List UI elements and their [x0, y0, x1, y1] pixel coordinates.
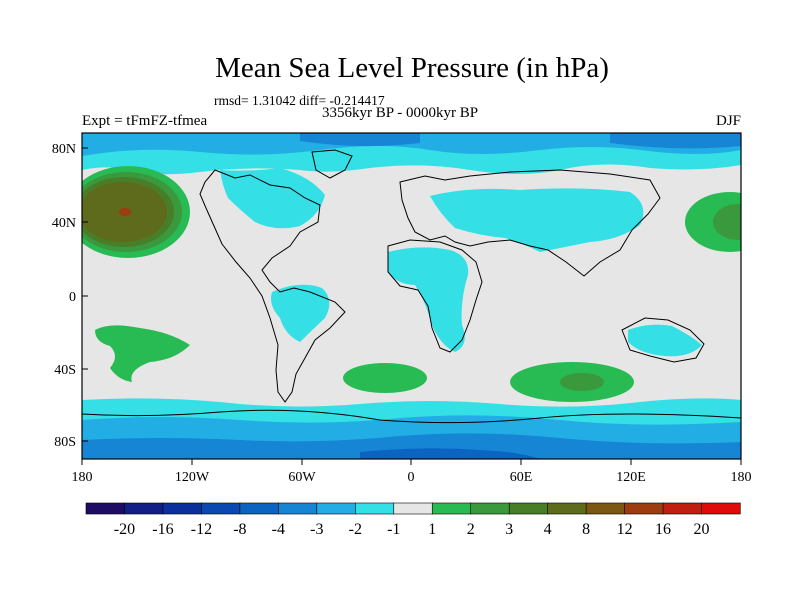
colorbar-swatch	[701, 502, 741, 515]
lon-label-180w: 180	[72, 470, 93, 485]
lon-label-0: 0	[408, 470, 415, 485]
indian-ocean-positive-inner	[560, 373, 604, 391]
colorbar-label: 2	[467, 521, 475, 538]
colorbar-swatch	[162, 502, 203, 515]
colorbar-swatch	[278, 502, 318, 515]
colorbar-label: 1	[428, 521, 436, 538]
africa-coastline	[387, 239, 483, 353]
southern-ocean-mid-blue	[82, 433, 741, 459]
lon-label-60w: 60W	[288, 470, 316, 485]
map-plot-area	[82, 133, 741, 459]
lon-label-180e: 180	[731, 470, 752, 485]
colorbar-label: 16	[655, 521, 671, 538]
longitude-axis: 180 120W 60W 0 60E 120E 180	[72, 459, 752, 485]
eurasia-coastline	[399, 169, 661, 277]
australia-negative-region	[628, 324, 702, 357]
antarctica-coastline	[82, 409, 741, 424]
colorbar-label: 12	[617, 521, 633, 538]
colorbar-swatch	[316, 502, 356, 515]
colorbar-swatch	[547, 502, 587, 515]
colorbar-label: 20	[694, 521, 710, 538]
colorbar-swatch	[201, 502, 241, 515]
experiment-label: Expt = tFmFZ-tfmea	[82, 113, 208, 129]
colorbar-swatch	[624, 502, 664, 515]
australia-coastline	[621, 317, 705, 363]
south-pacific-positive-region	[95, 325, 190, 382]
season-label: DJF	[715, 113, 741, 129]
colorbar-swatch	[662, 502, 703, 515]
colorbar-swatch	[393, 502, 433, 515]
colorbar-label: -3	[310, 521, 323, 538]
colorbar-swatch	[585, 502, 626, 515]
colorbar-label: -8	[233, 521, 246, 538]
greenland-coastline	[311, 149, 353, 179]
time-period-label: 3356kyr BP - 0000kyr BP	[322, 105, 479, 121]
colorbar-label: -2	[349, 521, 362, 538]
lat-label-80s: 80S	[54, 435, 76, 450]
colorbar-label: -20	[114, 521, 135, 538]
lat-label-equator: 0	[69, 290, 76, 305]
latitude-axis: 80N 40N 0 40S 80S	[52, 142, 88, 450]
colorbar-label: -1	[387, 521, 400, 538]
eurasia-negative-region	[430, 188, 644, 252]
lon-label-120e: 120E	[616, 470, 646, 485]
lat-label-40n: 40N	[52, 216, 76, 231]
lon-label-60e: 60E	[510, 470, 533, 485]
americas-coastline	[199, 169, 346, 403]
colorbar-swatch	[470, 502, 510, 515]
rmsd-diff-stats: rmsd= 1.31042 diff= -0.214417	[214, 93, 385, 108]
south-atlantic-positive-region	[343, 363, 427, 393]
colorbar: -20 -16 -12 -8 -4 -3 -2 -1 1 2 3 4 8 12 16 20	[85, 502, 741, 538]
colorbar-swatch	[354, 502, 395, 515]
arctic-negative-core	[82, 133, 741, 156]
colorbar-swatch	[431, 502, 472, 515]
coastlines	[82, 149, 741, 424]
colorbar-label: 4	[544, 521, 552, 538]
north-pacific-maximum	[119, 208, 131, 216]
lat-label-80n: 80N	[52, 142, 76, 157]
colorbar-label: -12	[191, 521, 212, 538]
map-title: Mean Sea Level Pressure (in hPa)	[215, 52, 609, 84]
arctic-negative-east	[610, 133, 741, 149]
arctic-negative-center	[300, 133, 420, 147]
colorbar-label: 3	[505, 521, 513, 538]
colorbar-swatch	[508, 502, 549, 515]
west-pacific-positive-inner	[713, 204, 741, 240]
africa-negative-region	[388, 247, 469, 352]
colorbar-swatch	[124, 502, 164, 515]
north-america-negative-region	[220, 168, 325, 229]
colorbar-swatch	[85, 502, 126, 515]
lon-label-120w: 120W	[175, 470, 210, 485]
lat-label-40s: 40S	[54, 363, 76, 378]
south-america-negative-region	[271, 284, 330, 342]
colorbar-label: -16	[152, 521, 173, 538]
colorbar-label: -4	[272, 521, 285, 538]
colorbar-label: 8	[582, 521, 590, 538]
southern-ocean-deep-blue	[360, 448, 540, 459]
colorbar-swatch	[239, 502, 279, 515]
